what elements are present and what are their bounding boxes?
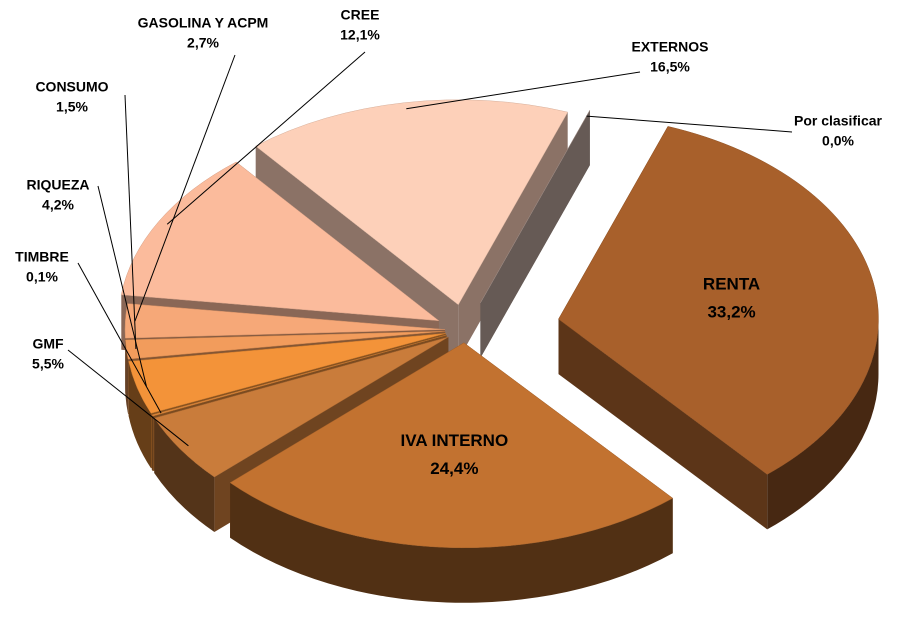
leader-line (586, 115, 793, 133)
slice-label: EXTERNOS (631, 39, 708, 55)
value-label: 0,1% (26, 269, 58, 285)
value-label: 33,2% (707, 302, 755, 321)
leader-line (67, 349, 189, 447)
slice-label: TIMBRE (15, 249, 69, 265)
slice-label: GASOLINA Y ACPM (138, 15, 269, 31)
leader-line (134, 54, 236, 322)
slice-label: CONSUMO (35, 79, 108, 95)
value-label: 12,1% (340, 27, 380, 43)
slice-side (154, 418, 215, 532)
slice (120, 161, 440, 322)
slice-side (558, 319, 768, 530)
slice-label: IVA INTERNO (401, 431, 509, 450)
slice (128, 333, 446, 414)
slice (558, 126, 879, 475)
leader-line (406, 71, 641, 110)
slice-side (151, 414, 153, 472)
leader-line (77, 262, 162, 414)
slice (255, 99, 569, 306)
slice-label: RENTA (703, 274, 760, 293)
value-label: 2,7% (187, 35, 219, 51)
slice (151, 334, 447, 417)
slice-label: GMF (32, 336, 64, 352)
slice (480, 110, 591, 304)
slice-side (480, 110, 590, 358)
value-label: 0,0% (822, 133, 854, 149)
slice-side (767, 319, 879, 530)
value-label: 24,4% (430, 459, 478, 478)
slice (124, 303, 446, 339)
slice-side (128, 361, 151, 469)
slice-label: CREE (341, 7, 380, 23)
value-label: 5,5% (32, 356, 64, 372)
value-label: 1,5% (56, 99, 88, 115)
leader-line (97, 185, 147, 387)
leader-line (124, 94, 137, 350)
slice-label: RIQUEZA (27, 177, 90, 193)
slice-side (230, 482, 673, 603)
slice-side (125, 339, 129, 415)
slice (229, 342, 674, 549)
value-label: 4,2% (42, 197, 74, 213)
value-label: 16,5% (650, 59, 690, 75)
slice-label: Por clasificar (794, 113, 882, 129)
leader-line (166, 51, 366, 225)
